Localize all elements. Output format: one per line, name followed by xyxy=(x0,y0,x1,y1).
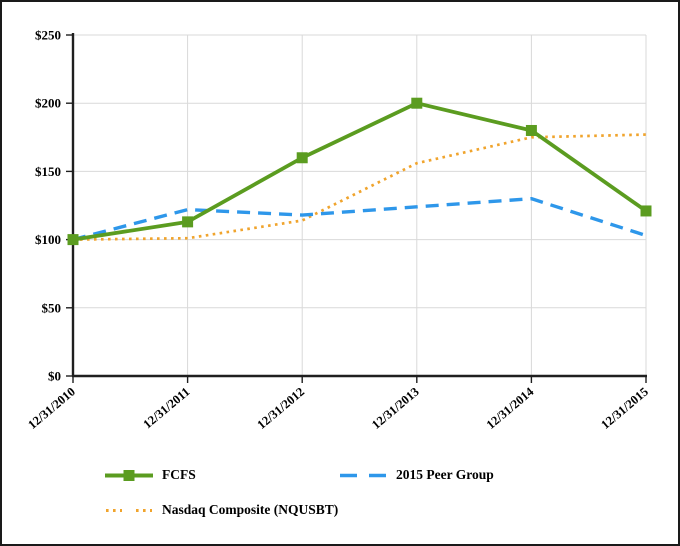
data-point-marker xyxy=(411,97,423,109)
series-nasdaq-composite-nqusbt xyxy=(72,133,647,241)
fcfs-line-swatch xyxy=(105,469,153,481)
legend-item-fcfs: FCFS xyxy=(105,467,196,483)
y-tick-label: $100 xyxy=(35,232,61,247)
data-point-marker xyxy=(525,124,537,136)
legend-label-nasdaq: Nasdaq Composite (NQUSBT) xyxy=(162,502,339,517)
y-tick-label: $0 xyxy=(48,369,61,384)
y-tick-label: $150 xyxy=(35,164,61,179)
data-point-marker xyxy=(296,152,308,164)
x-axis-labels: 12/31/2010 12/31/2011 12/31/2012 12/31/2013… xyxy=(25,384,651,432)
x-tick-label: 12/31/2011 xyxy=(140,385,192,432)
x-tick-label: 12/31/2013 xyxy=(369,385,422,432)
x-tick-label: 12/31/2010 xyxy=(25,385,78,432)
nasdaq-line-swatch xyxy=(106,508,152,512)
x-tick-label: 12/31/2015 xyxy=(598,385,651,432)
x-tick-label: 12/31/2012 xyxy=(255,385,308,432)
legend-label-fcfs: FCFS xyxy=(162,467,196,482)
data-point-marker xyxy=(182,216,194,228)
legend-item-peer-group: 2015 Peer Group xyxy=(339,467,494,483)
legend-label-peer-group: 2015 Peer Group xyxy=(396,467,494,482)
x-tick-label: 12/31/2014 xyxy=(484,384,537,432)
y-tick-label: $250 xyxy=(35,28,61,43)
gridlines xyxy=(73,34,647,376)
y-tick-label: $200 xyxy=(35,96,61,111)
y-axis-labels: $0 $50 $100 $150 $200 $250 xyxy=(35,28,61,384)
y-tick-label: $50 xyxy=(42,300,62,315)
axes xyxy=(66,33,647,383)
data-point-marker xyxy=(67,234,79,246)
legend-item-nasdaq: Nasdaq Composite (NQUSBT) xyxy=(105,502,338,518)
series-fcfs xyxy=(67,97,652,246)
series-2015-peer-group xyxy=(72,196,647,242)
peer-group-line-swatch xyxy=(340,473,386,477)
data-point-marker xyxy=(640,205,652,217)
